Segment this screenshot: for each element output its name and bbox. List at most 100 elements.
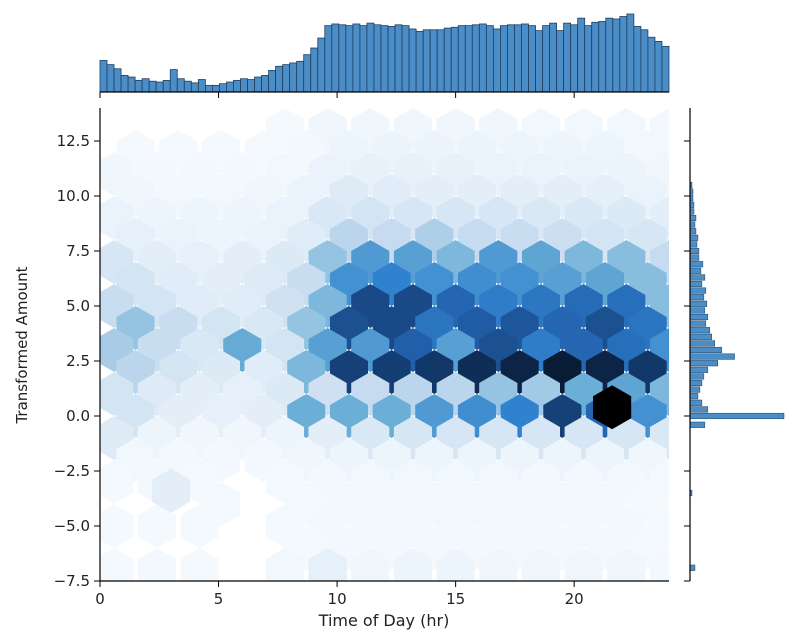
marginal-y-bar — [689, 254, 700, 261]
hex-cell — [351, 548, 390, 581]
marginal-x-bar — [155, 81, 164, 93]
y-tick-label: −7.5 — [54, 572, 90, 590]
marginal-x-bar — [141, 78, 150, 93]
marginal-y-bar — [689, 386, 701, 393]
marginal-y-bar — [689, 327, 711, 334]
marginal-x-bar — [240, 78, 248, 93]
marginal-x-bar — [352, 23, 361, 93]
hex-cell — [593, 385, 632, 430]
marginal-x-bar — [317, 37, 326, 93]
marginal-x-bar — [443, 27, 452, 93]
marginal-x-bar — [661, 45, 670, 93]
marginal-x-bar — [408, 28, 417, 93]
hex-cell — [180, 504, 219, 548]
marginal-x-bar — [436, 29, 445, 93]
hex-cell — [308, 548, 347, 581]
marginal-y-bar — [689, 247, 700, 255]
marginal-x-bar — [640, 29, 649, 93]
y-tick-label: 7.5 — [66, 242, 90, 260]
marginal-y-bar — [689, 267, 702, 274]
x-tick-label: 20 — [565, 590, 584, 608]
marginal-y-bar — [689, 287, 707, 294]
x-tick-label: 5 — [214, 590, 224, 608]
marginal-y-bar — [689, 241, 698, 248]
marginal-x-bar — [457, 25, 466, 93]
hex-cell — [393, 548, 432, 581]
marginal-x-bar — [605, 17, 614, 93]
marginal-x-bar — [345, 25, 354, 93]
hex-cell — [137, 548, 176, 581]
marginal-x-bar — [528, 25, 536, 93]
marginal-x-bar — [261, 75, 269, 93]
marginal-x-bar — [268, 70, 277, 93]
marginal-y-bar — [689, 340, 715, 347]
marginal-y-bar — [689, 412, 785, 420]
marginal-x-bar — [211, 84, 220, 93]
marginal-y-bar — [689, 228, 697, 235]
marginal-x-bar — [647, 36, 656, 93]
marginal-x-bar — [183, 80, 192, 93]
marginal-x-bar — [282, 64, 291, 93]
marginal-x-bar — [310, 47, 319, 93]
marginal-x-bar — [219, 83, 227, 93]
hex-cell — [265, 548, 304, 581]
marginal-x-bar — [106, 64, 115, 93]
marginal-x-bar — [492, 28, 501, 93]
marginal-x-bar — [507, 24, 515, 93]
y-tick-label: 10.0 — [57, 187, 90, 205]
marginal-y-bar — [689, 214, 697, 222]
marginal-x-bar — [127, 76, 136, 93]
marginal-x-bar — [633, 26, 642, 93]
hex-cell — [180, 548, 219, 581]
hexbin-cells — [100, 108, 669, 581]
marginal-x-bar — [289, 62, 298, 93]
marginal-x-bar — [162, 79, 171, 93]
marginal-x-bar — [584, 25, 593, 93]
marginal-x-bar — [275, 65, 284, 93]
marginal-x-bar — [471, 24, 480, 93]
marginal-x-bar — [113, 68, 122, 93]
marginal-x-bar — [450, 26, 459, 93]
marginal-x-bar — [169, 69, 178, 93]
marginal-x-bar — [429, 29, 438, 93]
marginal-y-bar — [689, 280, 703, 288]
marginal-x-bar — [99, 60, 108, 93]
marginal-y-bar — [689, 320, 707, 327]
marginal-x-bar — [197, 79, 206, 93]
marginal-x-bar — [478, 23, 487, 93]
marginal-x-bar — [654, 40, 663, 93]
hex-cell — [607, 548, 646, 581]
hex-cell — [564, 548, 603, 581]
marginal-x-bar — [542, 25, 550, 93]
marginal-x-bar — [233, 79, 241, 93]
marginal-x-bar — [176, 78, 185, 93]
marginal-y-bar — [689, 360, 718, 367]
marginal-y-bar — [689, 333, 713, 340]
marginal-x-bar — [626, 13, 635, 93]
marginal-x-bar — [134, 79, 143, 93]
marginal-x-bar — [535, 30, 543, 93]
marginal-y-bar — [689, 393, 699, 400]
hex-cell — [100, 504, 134, 548]
marginal-y-bar — [689, 379, 703, 387]
x-tick-label: 15 — [446, 590, 465, 608]
marginal-x-bar — [338, 24, 347, 93]
marginal-x-bar — [619, 16, 628, 93]
marginal-x-bar — [556, 30, 565, 93]
hex-cell — [137, 504, 176, 548]
y-axis-label: Transformed Amount — [13, 266, 31, 424]
y-tick-label: 2.5 — [66, 352, 90, 370]
y-tick-label: −5.0 — [54, 517, 90, 535]
marginal-x-bar — [394, 24, 403, 93]
marginal-y-bar — [689, 307, 706, 314]
y-tick-label: 0.0 — [66, 407, 90, 425]
marginal-x-bar — [570, 24, 579, 93]
y-tick-label: 12.5 — [57, 132, 90, 150]
marginal-x-bar — [521, 23, 529, 93]
marginal-x-bar — [359, 25, 368, 93]
marginal-y-bar — [689, 234, 699, 241]
marginal-x-bar — [500, 25, 508, 93]
marginal-y-bar — [689, 221, 696, 228]
marginal-x-bar — [254, 76, 262, 93]
marginal-x-bar — [373, 24, 382, 93]
